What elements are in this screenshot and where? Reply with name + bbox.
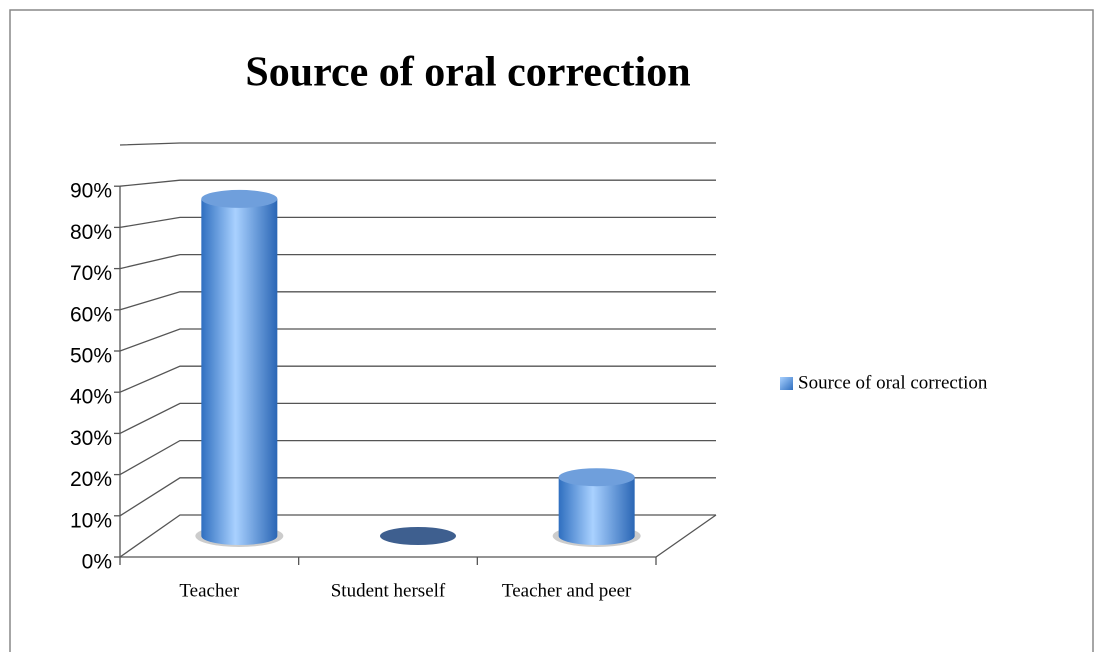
y-tick-label: 10% bbox=[70, 509, 112, 532]
plot-area: 0% 10% 20% 30% 40% 50% 60% 70% 80% 90% Teacher Stud… bbox=[70, 142, 717, 601]
x-tick-label: Teacher and peer bbox=[502, 580, 632, 601]
y-tick-label: 70% bbox=[70, 262, 112, 285]
bar bbox=[380, 527, 456, 545]
grid-line bbox=[119, 402, 716, 434]
y-tick-label: 20% bbox=[70, 468, 112, 491]
legend-label: Source of oral correction bbox=[798, 372, 988, 393]
grid-line bbox=[119, 253, 716, 270]
y-tick-label: 0% bbox=[82, 551, 112, 574]
grid-line bbox=[119, 514, 716, 558]
legend-swatch bbox=[780, 377, 793, 390]
grid-line bbox=[119, 179, 716, 187]
bar bbox=[558, 477, 635, 545]
x-tick-label: Student herself bbox=[331, 580, 446, 601]
grid-line bbox=[119, 365, 716, 393]
x-tick-label: Teacher bbox=[179, 580, 240, 601]
y-tick-label: 90% bbox=[70, 180, 112, 203]
chart-frame bbox=[9, 9, 1094, 652]
y-tick-label: 30% bbox=[70, 427, 112, 450]
y-tick-label: 80% bbox=[70, 221, 112, 244]
grid-line bbox=[119, 439, 716, 476]
y-tick-label: 60% bbox=[70, 303, 112, 326]
y-tick-label: 40% bbox=[70, 386, 112, 409]
grid-line bbox=[119, 291, 716, 311]
y-tick-label: 50% bbox=[70, 345, 112, 368]
bar-top bbox=[201, 189, 278, 208]
chart-title: Source of oral correction bbox=[245, 50, 690, 96]
bar-top bbox=[558, 468, 635, 487]
grid-line bbox=[119, 328, 716, 352]
wall-edge bbox=[119, 142, 716, 146]
grid-line bbox=[119, 216, 716, 229]
bar bbox=[201, 198, 278, 545]
grid-line bbox=[119, 477, 716, 517]
